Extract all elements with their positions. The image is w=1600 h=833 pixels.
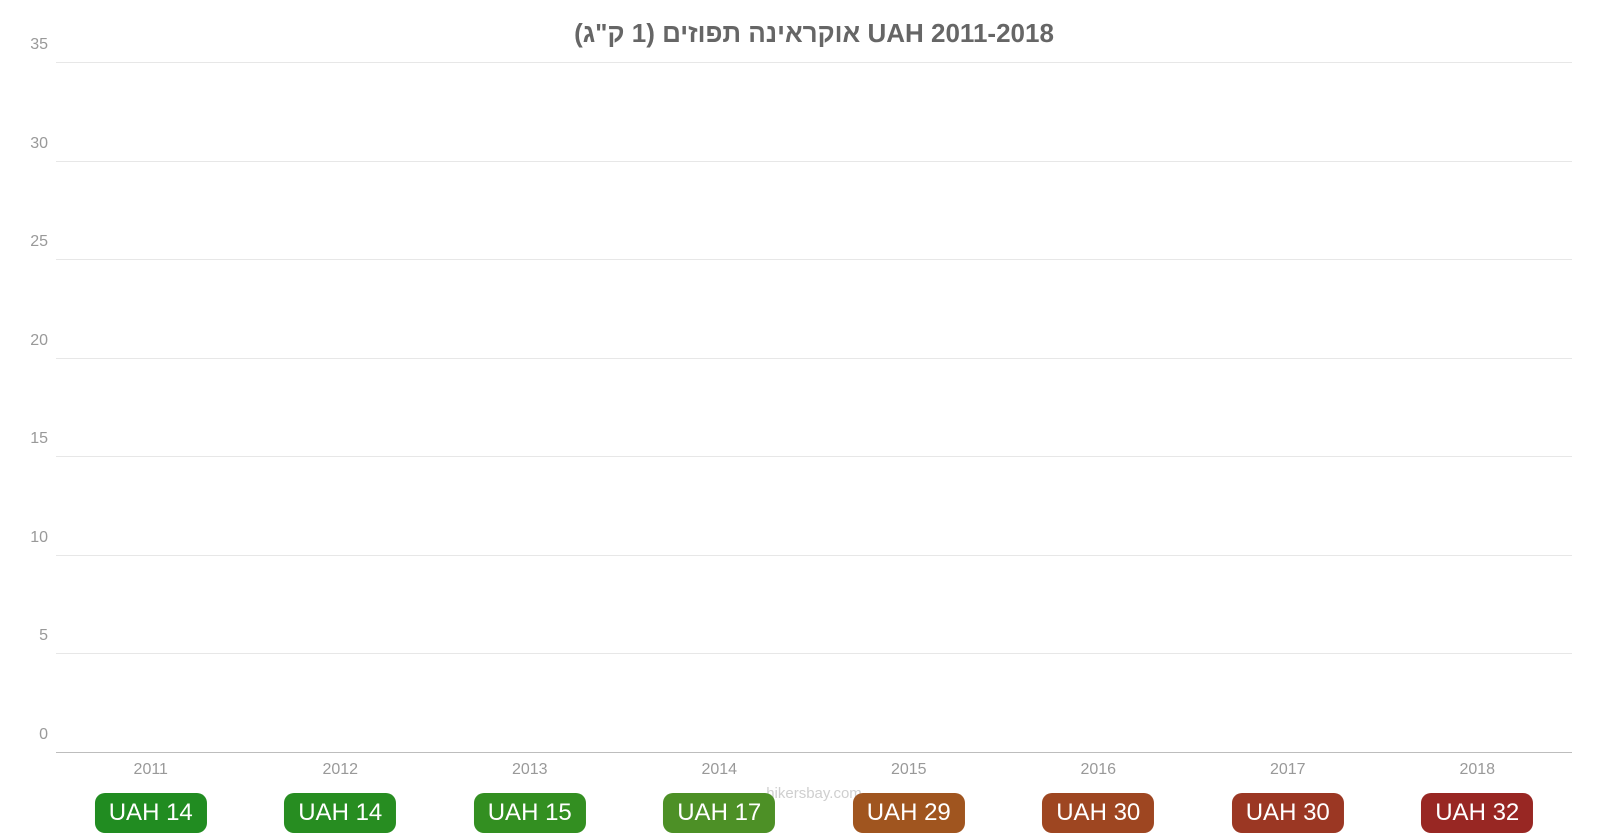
- value-badge: UAH 32: [1421, 793, 1533, 833]
- y-axis-label: 15: [12, 430, 48, 448]
- x-axis-label: 2012: [246, 753, 436, 779]
- chart-container: אוקראינה תפוזים (1 ק"ג) UAH 2011-2018 05…: [0, 0, 1600, 800]
- y-axis-label: 25: [12, 233, 48, 251]
- y-axis-label: 5: [12, 627, 48, 645]
- chart-plot-area: 05101520253035 UAH 14UAH 14UAH 15UAH 17U…: [56, 63, 1572, 753]
- value-badge: UAH 17: [663, 793, 775, 833]
- x-axis-labels: 20112012201320142015201620172018: [56, 753, 1572, 779]
- footer-credit: hikersbay.com: [56, 785, 1572, 802]
- y-axis-label: 30: [12, 135, 48, 153]
- x-axis-label: 2018: [1383, 753, 1573, 779]
- value-badge: UAH 14: [95, 793, 207, 833]
- x-axis-label: 2015: [814, 753, 1004, 779]
- value-badge: UAH 14: [284, 793, 396, 833]
- y-axis-label: 0: [12, 726, 48, 744]
- x-axis-label: 2011: [56, 753, 246, 779]
- chart-title: אוקראינה תפוזים (1 ק"ג) UAH 2011-2018: [56, 18, 1572, 49]
- value-badge: UAH 30: [1042, 793, 1154, 833]
- x-axis-label: 2013: [435, 753, 625, 779]
- chart-bars: UAH 14UAH 14UAH 15UAH 17UAH 29UAH 30UAH …: [56, 63, 1572, 753]
- x-axis-label: 2016: [1004, 753, 1194, 779]
- x-axis-label: 2014: [625, 753, 815, 779]
- value-badge: UAH 15: [474, 793, 586, 833]
- value-badge: UAH 30: [1232, 793, 1344, 833]
- y-axis-label: 20: [12, 332, 48, 350]
- x-axis-label: 2017: [1193, 753, 1383, 779]
- y-axis-label: 10: [12, 529, 48, 547]
- y-axis-label: 35: [12, 36, 48, 54]
- value-badge: UAH 29: [853, 793, 965, 833]
